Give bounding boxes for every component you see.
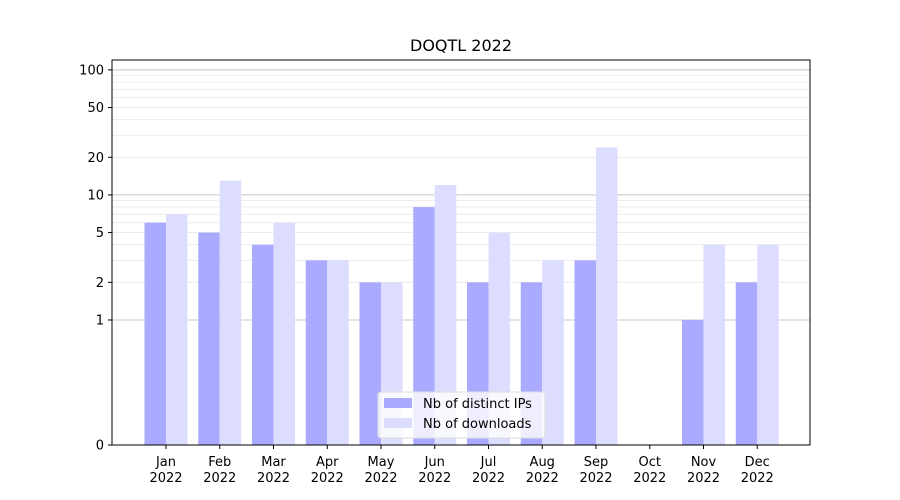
x-tick-label-month: Oct — [639, 455, 661, 470]
legend-swatch — [384, 418, 412, 428]
x-tick-label-year: 2022 — [418, 471, 451, 486]
bar-distinct-ips-jan — [144, 222, 166, 445]
y-tick-label: 20 — [87, 151, 104, 166]
bar-distinct-ips-feb — [198, 232, 220, 445]
y-tick-label: 50 — [87, 101, 104, 116]
bar-downloads-mar — [273, 222, 295, 445]
bar-distinct-ips-nov — [682, 319, 704, 445]
bar-downloads-apr — [327, 260, 349, 445]
legend-swatch — [384, 398, 412, 408]
x-tick-label-year: 2022 — [203, 471, 236, 486]
x-tick-label-year: 2022 — [526, 471, 559, 486]
plot-frame — [111, 59, 811, 446]
bar-downloads-sep — [596, 147, 618, 446]
x-tick-label-year: 2022 — [311, 471, 344, 486]
bar-distinct-ips-dec — [735, 282, 758, 445]
legend-label: Nb of distinct IPs — [423, 397, 532, 412]
bar-distinct-ips-jun — [413, 207, 435, 445]
y-tick-label: 100 — [79, 63, 104, 78]
y-tick-label: 2 — [96, 276, 104, 291]
legend-label: Nb of downloads — [423, 417, 532, 432]
x-tick-label-month: Jan — [155, 455, 176, 470]
legend-box — [377, 391, 546, 439]
x-tick-label-month: Sep — [584, 455, 609, 470]
x-tick-label-year: 2022 — [364, 471, 397, 486]
bar-downloads-feb — [219, 180, 242, 445]
bar-distinct-ips-may — [359, 282, 381, 445]
x-tick-label-year: 2022 — [149, 471, 182, 486]
y-tick-label: 1 — [96, 313, 104, 328]
bar-downloads-nov — [703, 244, 725, 445]
x-tick-label-month: Jun — [424, 455, 445, 470]
x-tick-label-month: Nov — [691, 455, 717, 470]
bar-distinct-ips-mar — [252, 244, 274, 445]
x-tick-label-month: Feb — [208, 455, 231, 470]
x-tick-label-month: Jul — [480, 455, 497, 470]
bar-downloads-jun — [434, 185, 457, 445]
x-tick-label-month: Mar — [261, 455, 286, 470]
x-tick-label-year: 2022 — [579, 471, 612, 486]
x-tick-label-month: Apr — [316, 455, 339, 470]
x-tick-label-month: May — [368, 455, 395, 470]
chart-title: DOQTL 2022 — [410, 36, 512, 55]
x-tick-label-year: 2022 — [472, 471, 505, 486]
bars — [144, 147, 779, 446]
x-tick-label-year: 2022 — [687, 471, 720, 486]
legend: Nb of distinct IPs Nb of downloads — [377, 391, 546, 439]
y-tick-label: 10 — [87, 188, 104, 203]
x-tick-label-month: Aug — [530, 455, 555, 470]
x-tick-label-month: Dec — [745, 455, 770, 470]
bar-downloads-aug — [542, 260, 564, 445]
x-tick-label-year: 2022 — [257, 471, 290, 486]
bar-distinct-ips-sep — [574, 260, 596, 445]
x-axis: Jan2022Feb2022Mar2022Apr2022May2022Jun20… — [149, 445, 774, 486]
y-tick-label: 5 — [96, 226, 104, 241]
bar-downloads-dec — [757, 244, 779, 445]
y-axis: 0 1 2 5 10 20 50 100 — [79, 63, 112, 454]
x-tick-label-year: 2022 — [633, 471, 666, 486]
x-tick-label-year: 2022 — [741, 471, 774, 486]
y-tick-label: 0 — [96, 439, 104, 454]
bar-downloads-jan — [166, 214, 188, 445]
bar-distinct-ips-apr — [305, 260, 328, 445]
